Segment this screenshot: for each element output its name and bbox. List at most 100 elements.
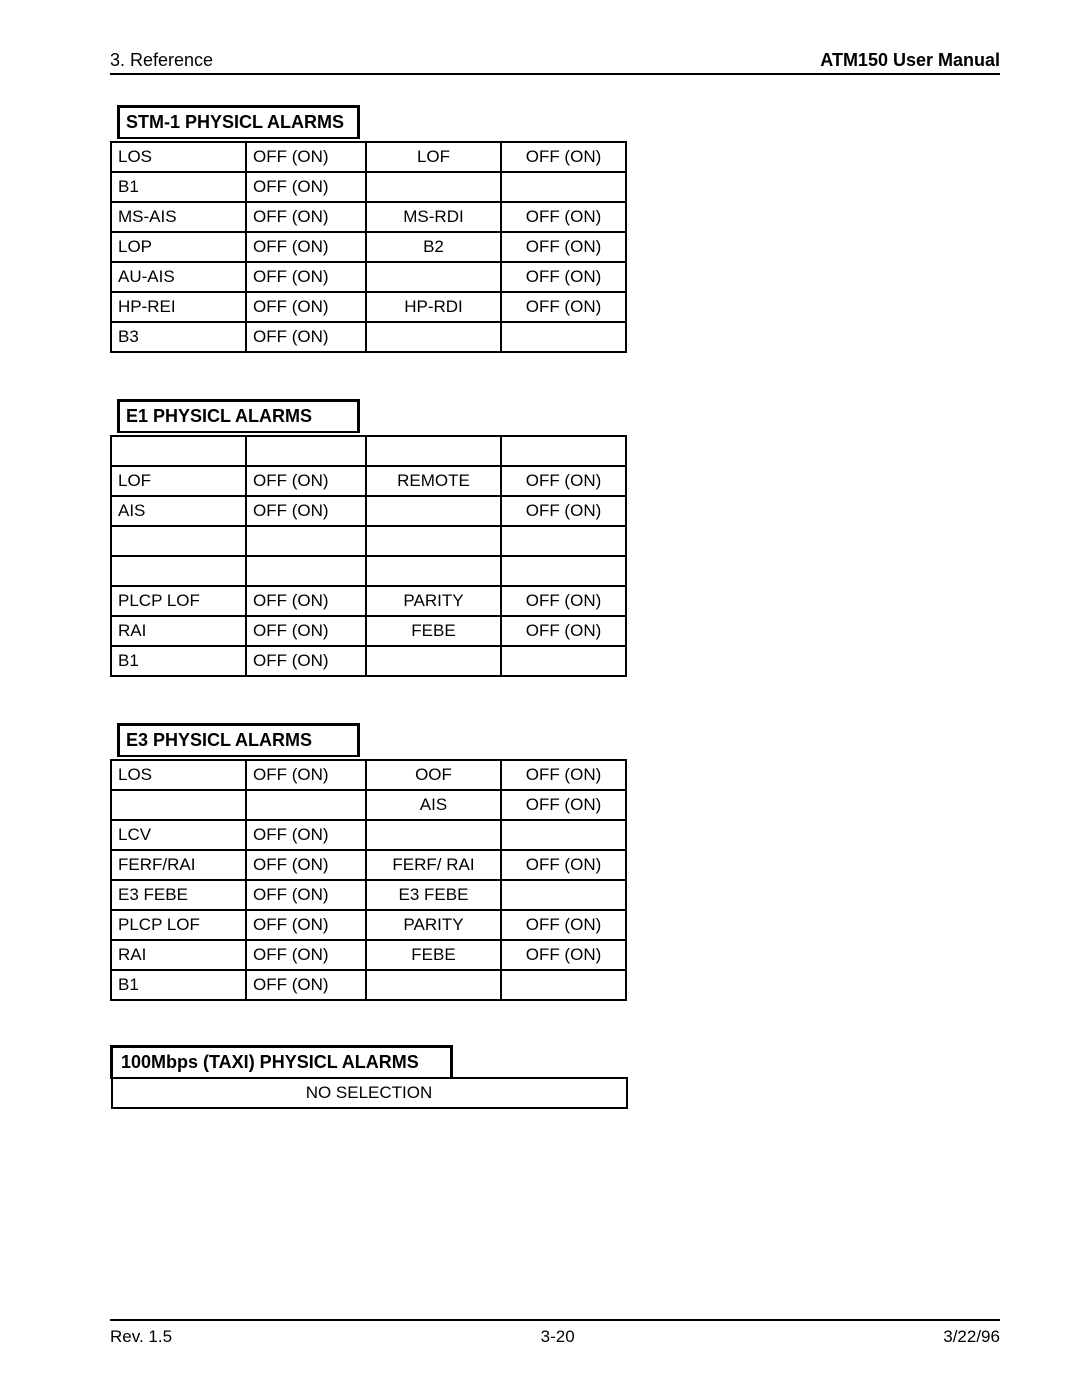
stm1-cell: B1 (111, 172, 246, 202)
stm1-alarms-block: STM-1 PHYSICL ALARMSLOSOFF (ON)LOFOFF (O… (110, 103, 1000, 353)
stm1-cell: LOF (366, 142, 501, 172)
e1-cell (246, 556, 366, 586)
stm1-cell: OFF (ON) (501, 232, 626, 262)
e3-cell: FEBE (366, 940, 501, 970)
e1-cell (366, 526, 501, 556)
e3-cell: OFF (ON) (246, 820, 366, 850)
e3-cell: E3 FEBE (111, 880, 246, 910)
e3-cell: OFF (ON) (246, 940, 366, 970)
e1-cell: OFF (ON) (501, 496, 626, 526)
stm1-cell: MS-RDI (366, 202, 501, 232)
e1-cell (501, 556, 626, 586)
e3-cell: B1 (111, 970, 246, 1000)
e1-cell: LOF (111, 466, 246, 496)
e1-cell: FEBE (366, 616, 501, 646)
e3-cell: OFF (ON) (501, 910, 626, 940)
e1-cell: AIS (111, 496, 246, 526)
e3-cell: OFF (ON) (246, 760, 366, 790)
stm1-cell: OFF (ON) (246, 172, 366, 202)
e1-alarms-block: E1 PHYSICL ALARMSLOFOFF (ON)REMOTEOFF (O… (110, 397, 1000, 677)
stm1-cell (501, 322, 626, 352)
stm1-cell: OFF (ON) (501, 142, 626, 172)
e3-cell: OFF (ON) (246, 850, 366, 880)
e1-cell (111, 436, 246, 466)
e1-cell: OFF (ON) (501, 586, 626, 616)
e1-cell (501, 646, 626, 676)
e1-cell (111, 556, 246, 586)
page-header: 3. Reference ATM150 User Manual (110, 50, 1000, 75)
e1-cell (366, 496, 501, 526)
stm1-cell: OFF (ON) (246, 322, 366, 352)
stm1-cell: OFF (ON) (246, 142, 366, 172)
e1-cell (501, 436, 626, 466)
e1-cell: OFF (ON) (501, 616, 626, 646)
e1-cell: OFF (ON) (246, 466, 366, 496)
e3-cell: LCV (111, 820, 246, 850)
stm1-cell: B2 (366, 232, 501, 262)
e3-cell: LOS (111, 760, 246, 790)
e3-cell (501, 970, 626, 1000)
stm1-cell: OFF (ON) (246, 232, 366, 262)
e3-cell (246, 790, 366, 820)
e1-cell (366, 556, 501, 586)
taxi-title: 100Mbps (TAXI) PHYSICL ALARMS (112, 1047, 452, 1079)
e3-cell: PARITY (366, 910, 501, 940)
stm1-cell: LOS (111, 142, 246, 172)
e3-cell (501, 820, 626, 850)
e3-cell: E3 FEBE (366, 880, 501, 910)
e3-cell: OFF (ON) (501, 850, 626, 880)
e3-cell: FERF/ RAI (366, 850, 501, 880)
stm1-cell: OFF (ON) (501, 292, 626, 322)
e1-cell: OFF (ON) (246, 496, 366, 526)
e3-cell: FERF/RAI (111, 850, 246, 880)
e1-cell (366, 646, 501, 676)
e1-cell: OFF (ON) (501, 466, 626, 496)
stm1-cell: OFF (ON) (246, 292, 366, 322)
e3-cell (366, 970, 501, 1000)
stm1-cell: HP-REI (111, 292, 246, 322)
e3-title: E3 PHYSICL ALARMS (117, 723, 360, 757)
footer-page: 3-20 (541, 1327, 575, 1347)
stm1-cell: MS-AIS (111, 202, 246, 232)
stm1-cell (366, 322, 501, 352)
e3-cell: OFF (ON) (246, 970, 366, 1000)
e3-cell: RAI (111, 940, 246, 970)
header-section: 3. Reference (110, 50, 213, 71)
stm1-cell: B3 (111, 322, 246, 352)
stm1-cell: AU-AIS (111, 262, 246, 292)
e3-cell: OFF (ON) (246, 910, 366, 940)
e1-cell: PARITY (366, 586, 501, 616)
e1-cell (111, 526, 246, 556)
header-manual: ATM150 User Manual (820, 50, 1000, 71)
stm1-title: STM-1 PHYSICL ALARMS (117, 105, 360, 139)
e1-cell (501, 526, 626, 556)
e3-cell: OFF (ON) (501, 790, 626, 820)
stm1-cell: OFF (ON) (501, 262, 626, 292)
e3-cell: AIS (366, 790, 501, 820)
e3-alarms-block: E3 PHYSICL ALARMSLOSOFF (ON)OOFOFF (ON)A… (110, 721, 1000, 1001)
e3-cell (366, 820, 501, 850)
e1-cell (246, 436, 366, 466)
taxi-alarms-block: 100Mbps (TAXI) PHYSICL ALARMS NO SELECTI… (110, 1045, 1000, 1109)
stm1-cell: LOP (111, 232, 246, 262)
footer-date: 3/22/96 (943, 1327, 1000, 1347)
e3-cell: OFF (ON) (246, 880, 366, 910)
e3-cell: PLCP LOF (111, 910, 246, 940)
e3-cell (501, 880, 626, 910)
stm1-cell: OFF (ON) (501, 202, 626, 232)
e3-cell: OFF (ON) (501, 760, 626, 790)
footer-rev: Rev. 1.5 (110, 1327, 172, 1347)
e1-cell (366, 436, 501, 466)
e1-cell: B1 (111, 646, 246, 676)
e3-cell (111, 790, 246, 820)
e1-cell: OFF (ON) (246, 586, 366, 616)
e1-cell: OFF (ON) (246, 646, 366, 676)
stm1-cell (501, 172, 626, 202)
e1-title: E1 PHYSICL ALARMS (117, 399, 360, 433)
stm1-cell (366, 172, 501, 202)
stm1-cell (366, 262, 501, 292)
stm1-cell: OFF (ON) (246, 262, 366, 292)
e1-cell: RAI (111, 616, 246, 646)
page-footer: Rev. 1.5 3-20 3/22/96 (110, 1319, 1000, 1347)
stm1-cell: HP-RDI (366, 292, 501, 322)
